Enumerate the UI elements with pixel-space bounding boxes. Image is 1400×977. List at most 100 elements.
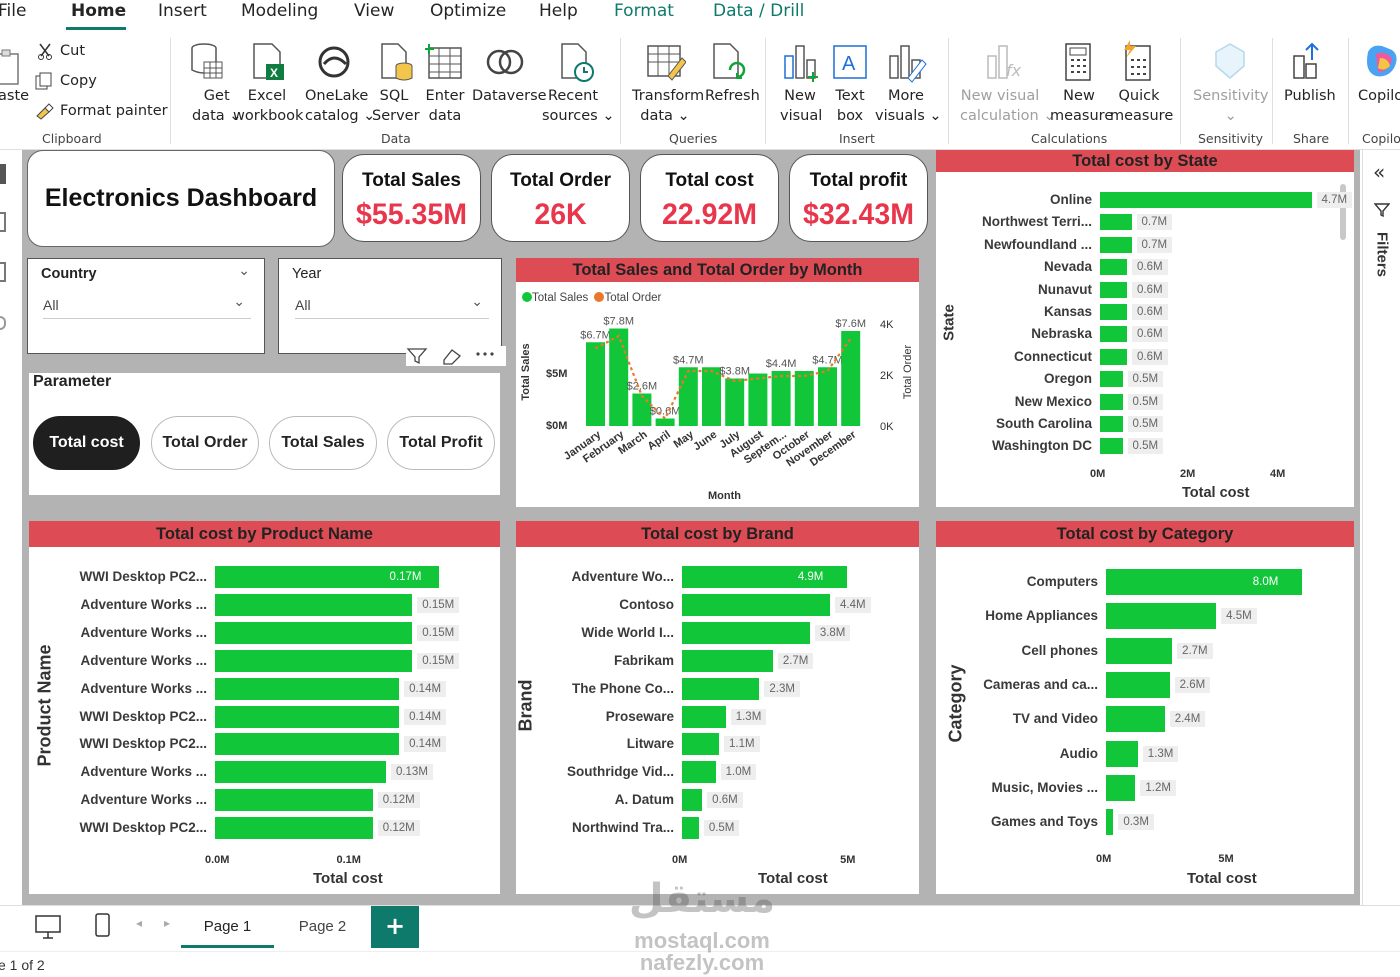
filters-pane-collapsed[interactable]: « Filters xyxy=(1362,150,1400,905)
menu-data-drill[interactable]: Data / Drill xyxy=(713,1,805,21)
new-visual-button[interactable]: New visual xyxy=(780,86,823,126)
sales-data-label: $4.7M xyxy=(812,354,843,366)
cut-button[interactable]: Cut xyxy=(60,43,85,59)
quick-measure-button[interactable]: Quick measure xyxy=(1110,86,1173,126)
menu-format[interactable]: Format xyxy=(614,1,674,21)
bar-label: Washington DC xyxy=(992,438,1092,454)
report-view-icon[interactable] xyxy=(0,164,6,184)
parameter-title: Parameter xyxy=(33,373,112,390)
tab-page-1[interactable]: Page 1 xyxy=(181,906,274,948)
chevron-down-icon[interactable]: ⌄ xyxy=(238,263,250,279)
bar-label: Audio xyxy=(1059,745,1098,761)
onelake-label-2: catalog ⌄ xyxy=(305,108,376,124)
menu-file[interactable]: File xyxy=(0,1,27,21)
kpi-card-total-profit: Total profit $32.43M xyxy=(789,154,928,242)
refresh-button[interactable]: Refresh xyxy=(705,88,760,104)
bar xyxy=(1100,348,1127,365)
sql-server-button[interactable]: SQL Server xyxy=(372,86,420,126)
bar-value-label: 0.6M xyxy=(1132,348,1168,365)
desktop-view-icon[interactable] xyxy=(34,914,62,940)
get-data-label-2: data ⌄ xyxy=(192,108,242,124)
format-painter-button[interactable]: Format painter xyxy=(60,103,168,119)
copilot-button[interactable]: Copilo xyxy=(1358,88,1400,104)
sales-bar xyxy=(655,418,675,426)
filters-label: Filters xyxy=(1373,231,1391,277)
parameter-option-total-profit[interactable]: Total Profit xyxy=(387,416,495,470)
sales-bar xyxy=(678,367,698,426)
bar xyxy=(1100,326,1127,343)
new-visual-calculation-button[interactable]: New visual calculation ⌄ xyxy=(960,86,1056,126)
svg-text:fx: fx xyxy=(1006,61,1022,80)
more-visuals-button[interactable]: More visuals ⌄ xyxy=(875,86,942,126)
kpi-value: $55.35M xyxy=(356,198,467,231)
country-slicer: Country ⌄ All ⌄ xyxy=(27,258,265,354)
excel-workbook-button[interactable]: Excel workbook xyxy=(233,86,303,126)
recent-sources-button[interactable]: Recent sources ⌄ xyxy=(542,86,615,126)
bar-value-label: 0.7M xyxy=(1136,236,1173,253)
sensitivity-button[interactable]: Sensitivity ⌄ xyxy=(1193,86,1269,126)
state-chart-scrollbar[interactable] xyxy=(1340,184,1346,240)
text-box-button[interactable]: Text box xyxy=(835,86,865,126)
menu-modeling[interactable]: Modeling xyxy=(241,1,319,21)
bar-value-label: 1.1M xyxy=(724,736,760,753)
text-box-label-1: Text xyxy=(835,88,865,104)
recent-label-2: sources ⌄ xyxy=(542,108,615,124)
tab-page-2[interactable]: Page 2 xyxy=(298,918,347,935)
filter-icon[interactable] xyxy=(406,348,428,365)
sales-bar xyxy=(725,378,745,426)
get-data-button[interactable]: Get data ⌄ xyxy=(192,86,241,126)
next-page-icon[interactable]: ▸ xyxy=(164,916,171,930)
new-visual-label-2: visual xyxy=(780,108,823,124)
dax-view-icon[interactable] xyxy=(0,316,6,330)
bar-value-label: 2.7M xyxy=(777,652,814,669)
bar-value-label: 0.5M xyxy=(1127,371,1164,388)
menu-home[interactable]: Home xyxy=(71,1,127,21)
mobile-view-icon[interactable] xyxy=(94,912,112,940)
bar xyxy=(1106,569,1302,595)
parameter-option-total-cost[interactable]: Total cost xyxy=(33,416,140,470)
chevron-down-icon: ⌄ xyxy=(471,293,483,309)
more-options-icon[interactable] xyxy=(476,352,494,356)
bar-label: TV and Video xyxy=(1012,711,1098,727)
year-dropdown[interactable]: All ⌄ xyxy=(295,293,489,319)
model-view-icon[interactable] xyxy=(0,262,6,282)
bar xyxy=(1106,740,1138,767)
menu-optimize[interactable]: Optimize xyxy=(430,1,507,21)
country-dropdown[interactable]: All ⌄ xyxy=(43,293,251,319)
new-measure-button[interactable]: New measure xyxy=(1050,86,1113,126)
format-painter-icon xyxy=(36,103,54,120)
x-tick: 0.1M xyxy=(336,854,361,866)
prev-page-icon[interactable]: ◂ xyxy=(136,916,143,930)
kpi-title: Total cost xyxy=(665,170,754,191)
dataverse-button[interactable]: Dataverse xyxy=(472,88,547,104)
bar xyxy=(682,789,703,812)
filter-icon xyxy=(1374,203,1390,218)
enter-data-button[interactable]: Enter data xyxy=(425,86,465,126)
parameter-option-total-sales[interactable]: Total Sales xyxy=(269,416,377,470)
menu-insert[interactable]: Insert xyxy=(158,1,207,21)
bar-value-label: 2.7M xyxy=(1177,642,1213,659)
transform-data-button[interactable]: Transform data ⌄ xyxy=(632,86,704,126)
paste-button[interactable]: aste xyxy=(0,88,30,104)
menu-help[interactable]: Help xyxy=(539,1,578,21)
copilot-group-label: Copilo xyxy=(1362,131,1400,146)
menu-view[interactable]: View xyxy=(354,1,395,21)
bar-label: Games and Toys xyxy=(990,814,1098,830)
bar-value-label: 0.15M xyxy=(417,624,460,641)
publish-button[interactable]: Publish xyxy=(1284,88,1336,104)
onelake-catalog-button[interactable]: OneLake catalog ⌄ xyxy=(305,86,376,126)
table-view-icon[interactable] xyxy=(0,212,6,232)
expand-icon[interactable]: « xyxy=(1373,160,1386,184)
eraser-icon[interactable] xyxy=(443,349,461,365)
country-value: All xyxy=(43,297,59,313)
bar-label: Oregon xyxy=(1043,371,1092,387)
bar-label: Home Appliances xyxy=(985,608,1098,624)
excel-icon: X xyxy=(253,43,284,80)
sensitivity-label: Sensitivity xyxy=(1193,88,1269,104)
add-page-button[interactable]: + xyxy=(371,906,419,948)
state-x-axis-title: Total cost xyxy=(1182,485,1250,501)
parameter-option-total-order[interactable]: Total Order xyxy=(151,416,259,470)
bar xyxy=(1100,281,1127,298)
copy-button[interactable]: Copy xyxy=(60,73,97,89)
bar xyxy=(682,566,847,588)
